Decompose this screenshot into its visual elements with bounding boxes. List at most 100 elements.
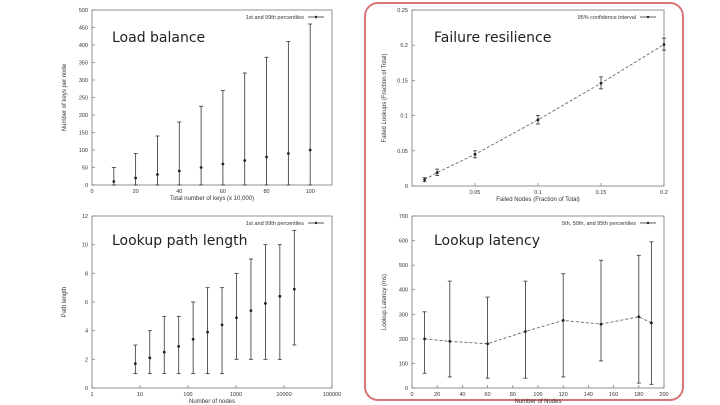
x-tick-label: 0 bbox=[410, 392, 413, 398]
x-tick-label: 20 bbox=[133, 189, 139, 195]
y-tick-label: 250 bbox=[79, 96, 88, 102]
series-line bbox=[424, 44, 665, 181]
legend-marker bbox=[646, 15, 650, 19]
legend-marker bbox=[646, 221, 650, 225]
data-point bbox=[423, 178, 426, 182]
y-tick-label: 600 bbox=[399, 239, 408, 245]
y-tick-label: 100 bbox=[79, 148, 88, 154]
y-tick-label: 400 bbox=[399, 288, 408, 294]
x-tick-label: 80 bbox=[263, 189, 269, 195]
lookup-latency-title: Lookup latency bbox=[434, 233, 540, 249]
x-axis-label: Number of nodes bbox=[189, 399, 235, 405]
data-point bbox=[473, 152, 477, 156]
data-point bbox=[221, 162, 225, 166]
x-tick-label: 80 bbox=[510, 392, 516, 398]
x-tick-label: 60 bbox=[485, 392, 491, 398]
x-tick-label: 100 bbox=[533, 392, 542, 398]
y-tick-label: 0.05 bbox=[397, 149, 408, 155]
data-point bbox=[220, 323, 224, 327]
y-tick-label: 50 bbox=[82, 166, 88, 172]
x-tick-label: 160 bbox=[609, 392, 618, 398]
x-tick-label: 40 bbox=[176, 189, 182, 195]
data-point bbox=[162, 350, 166, 354]
y-tick-label: 2 bbox=[85, 357, 88, 363]
data-point bbox=[134, 176, 138, 180]
x-axis-label: Number of Nodes bbox=[514, 399, 561, 405]
y-tick-label: 0.1 bbox=[400, 114, 408, 120]
load-balance-chart: 0 20 40 60 80 100 0 50 100 150 200 250 300 350 400 450 5… bbox=[40, 2, 340, 202]
x-tick-label: 200 bbox=[659, 392, 668, 398]
y-tick-label: 8 bbox=[85, 271, 88, 277]
y-tick-label: 400 bbox=[79, 43, 88, 49]
y-tick-label: 0.2 bbox=[400, 43, 408, 49]
x-tick-label: 40 bbox=[459, 392, 465, 398]
data-point bbox=[561, 319, 565, 322]
data-point bbox=[243, 159, 247, 162]
x-tick-label: 120 bbox=[559, 392, 568, 398]
x-tick-label: 0.05 bbox=[470, 190, 481, 196]
data-point bbox=[286, 152, 290, 155]
data-point bbox=[650, 321, 653, 325]
x-tick-label: 0.15 bbox=[596, 190, 607, 196]
y-tick-label: 10 bbox=[82, 243, 88, 249]
y-tick-label: 350 bbox=[79, 61, 88, 67]
data-point bbox=[263, 302, 267, 305]
y-tick-label: 0 bbox=[85, 183, 88, 189]
x-axis-label: Failed Nodes (Fraction of Total) bbox=[496, 197, 580, 203]
data-point bbox=[308, 148, 312, 152]
failure-resilience-title: Failure resilience bbox=[434, 30, 552, 46]
y-tick-label: 0 bbox=[405, 386, 408, 392]
data-point bbox=[292, 287, 296, 291]
data-point bbox=[524, 330, 527, 333]
data-point bbox=[177, 345, 181, 348]
y-tick-label: 150 bbox=[79, 131, 88, 137]
y-axis-label: Path length bbox=[62, 287, 68, 317]
x-tick-label: 100 bbox=[306, 189, 315, 195]
y-tick-label: 700 bbox=[399, 214, 408, 220]
y-tick-label: 300 bbox=[79, 78, 88, 84]
y-axis-label: Failed Lookups (Fraction of Total) bbox=[382, 54, 388, 143]
x-tick-label: 100000 bbox=[323, 392, 341, 398]
data-point bbox=[278, 294, 282, 298]
x-tick-label: 100 bbox=[183, 392, 192, 398]
data-point bbox=[599, 81, 603, 85]
y-tick-label: 500 bbox=[399, 263, 408, 269]
x-tick-label: 10000 bbox=[276, 392, 291, 398]
data-point bbox=[637, 315, 641, 319]
y-tick-label: 300 bbox=[399, 312, 408, 318]
lookup-latency-chart: 0 20 40 60 80 100 120 140 160 180 200 0 100 200 300 400… bbox=[374, 208, 674, 405]
legend-marker bbox=[314, 15, 318, 19]
x-tick-label: 1 bbox=[90, 392, 93, 398]
data-point bbox=[435, 171, 439, 175]
x-tick-label: 0.2 bbox=[660, 190, 668, 196]
data-point bbox=[156, 173, 159, 176]
x-tick-label: 140 bbox=[584, 392, 593, 398]
data-point bbox=[235, 316, 238, 320]
y-axis-label: Lookup Latency (ms) bbox=[382, 274, 388, 330]
y-tick-label: 200 bbox=[79, 113, 88, 119]
data-point bbox=[423, 337, 426, 341]
data-point bbox=[199, 166, 203, 169]
data-point bbox=[148, 356, 152, 360]
legend-label: 1st and 99th percentiles bbox=[246, 221, 305, 227]
y-tick-label: 4 bbox=[85, 329, 88, 335]
series-line bbox=[424, 316, 652, 345]
x-tick-label: 0 bbox=[90, 189, 93, 195]
data-point bbox=[448, 339, 452, 343]
data-point bbox=[486, 342, 489, 346]
path-length-chart: 1 10 100 1000 10000 100000 0 2 4 6 8 10 12 Number of … bbox=[40, 208, 341, 405]
y-tick-label: 6 bbox=[85, 300, 88, 306]
highlight-frame bbox=[364, 2, 684, 401]
data-point bbox=[536, 118, 540, 122]
x-tick-label: 60 bbox=[220, 189, 226, 195]
data-point bbox=[599, 322, 603, 326]
y-tick-label: 100 bbox=[399, 361, 408, 367]
y-tick-label: 0 bbox=[405, 184, 408, 190]
y-tick-label: 0.15 bbox=[397, 78, 408, 84]
x-tick-label: 10 bbox=[137, 392, 143, 398]
data-point bbox=[265, 155, 268, 159]
legend-label: 5th, 50th, and 95th percentiles bbox=[562, 221, 636, 227]
data-point bbox=[191, 337, 195, 341]
path-length-title: Lookup path length bbox=[112, 233, 248, 249]
data-point bbox=[662, 43, 666, 46]
